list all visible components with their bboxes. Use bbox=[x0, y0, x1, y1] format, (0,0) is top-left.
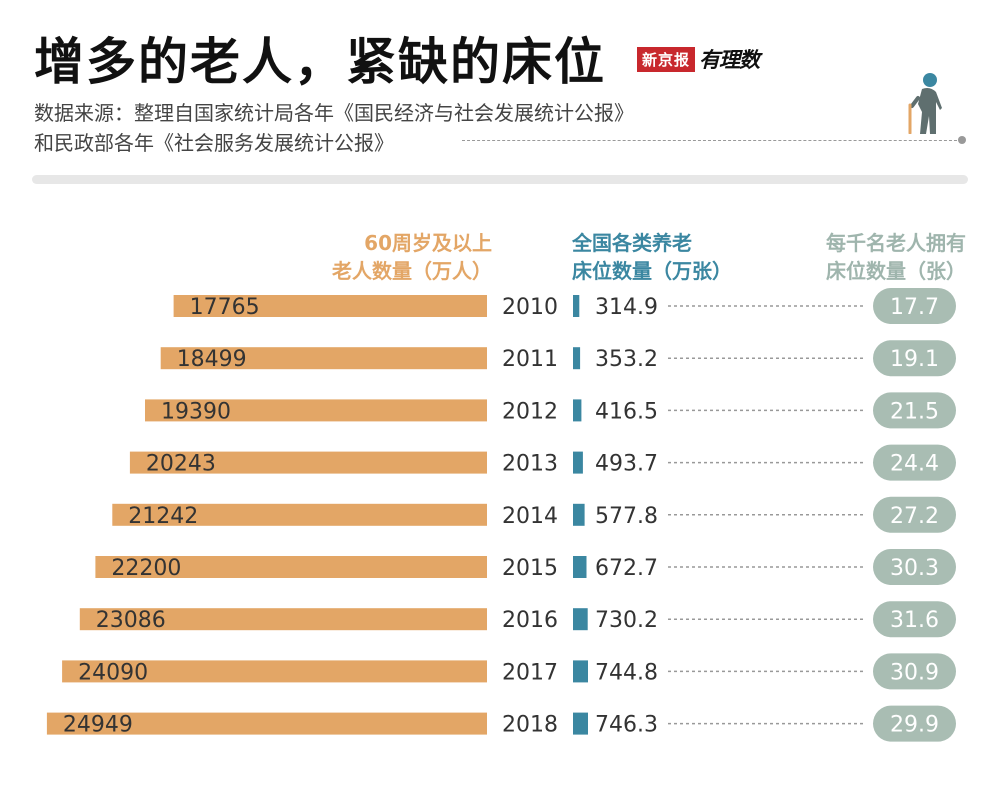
beds-bar bbox=[573, 556, 587, 578]
population-label: 19390 bbox=[161, 399, 231, 424]
beds-header-line-2: 床位数量（万张） bbox=[572, 259, 732, 283]
population-bar bbox=[79, 608, 488, 631]
beds-label: 746.3 bbox=[595, 713, 658, 738]
per-thousand-pill bbox=[873, 288, 956, 324]
header-divider bbox=[32, 175, 968, 184]
section-name: 有理数 bbox=[699, 47, 760, 72]
per-thousand-label: 24.4 bbox=[890, 452, 939, 477]
year-label: 2012 bbox=[502, 399, 558, 424]
per-thousand-column-header: 每千名老人拥有 床位数量（张） bbox=[826, 229, 966, 285]
population-bar bbox=[145, 399, 487, 422]
brand-name: 新京报 bbox=[637, 46, 696, 72]
beds-bar bbox=[573, 660, 588, 683]
population-bar bbox=[62, 660, 487, 683]
population-label: 18499 bbox=[177, 347, 247, 372]
population-column-header: 60周岁及以上 老人数量（万人） bbox=[332, 229, 492, 285]
page-title: 增多的老人，紧缺的床位 bbox=[34, 33, 606, 91]
beds-label: 493.7 bbox=[595, 452, 658, 477]
population-bar bbox=[160, 347, 487, 370]
population-header-line-2: 老人数量（万人） bbox=[332, 259, 492, 283]
population-bar bbox=[46, 712, 488, 735]
population-header-line-1: 60周岁及以上 bbox=[364, 231, 492, 255]
per-thousand-pill bbox=[873, 705, 956, 742]
dotted-divider bbox=[462, 140, 962, 141]
year-label: 2018 bbox=[502, 713, 558, 738]
beds-bar bbox=[573, 712, 588, 735]
year-label: 2010 bbox=[502, 295, 558, 320]
year-label: 2017 bbox=[502, 660, 558, 685]
population-label: 17765 bbox=[190, 295, 260, 320]
population-label: 21242 bbox=[128, 504, 198, 529]
beds-bar bbox=[573, 295, 580, 317]
per-thousand-label: 29.9 bbox=[890, 713, 939, 738]
per-thousand-pill bbox=[873, 340, 956, 377]
dotted-divider-end bbox=[958, 136, 966, 144]
per-thousand-label: 19.1 bbox=[890, 347, 939, 372]
beds-header-line-1: 全国各类养老 bbox=[572, 231, 692, 255]
source-line-1: 数据来源：整理自国家统计局各年《国民经济与社会发展统计公报》 bbox=[34, 101, 634, 125]
data-source: 数据来源：整理自国家统计局各年《国民经济与社会发展统计公报》 和民政部各年《社会… bbox=[34, 98, 634, 158]
source-line-2: 和民政部各年《社会服务发展统计公报》 bbox=[34, 131, 394, 155]
beds-label: 577.8 bbox=[595, 504, 658, 529]
per-thousand-header-line-1: 每千名老人拥有 bbox=[826, 231, 966, 255]
beds-column-header: 全国各类养老 床位数量（万张） bbox=[572, 229, 732, 285]
per-thousand-label: 31.6 bbox=[890, 608, 939, 633]
population-bar bbox=[129, 451, 487, 474]
population-bar bbox=[112, 503, 488, 526]
beds-bar bbox=[573, 503, 585, 526]
beds-label: 744.8 bbox=[595, 660, 658, 685]
year-label: 2014 bbox=[502, 504, 558, 529]
per-thousand-pill bbox=[873, 496, 956, 533]
year-label: 2016 bbox=[502, 608, 558, 633]
brand-logo: 新京报 有理数 bbox=[637, 46, 760, 72]
per-thousand-pill bbox=[873, 444, 956, 481]
beds-label: 314.9 bbox=[595, 295, 658, 320]
population-label: 24090 bbox=[78, 660, 148, 685]
per-thousand-label: 30.9 bbox=[890, 660, 939, 685]
per-thousand-pill bbox=[873, 549, 956, 585]
population-label: 24949 bbox=[63, 713, 133, 738]
beds-label: 353.2 bbox=[595, 347, 658, 372]
per-thousand-label: 30.3 bbox=[890, 556, 939, 581]
beds-label: 672.7 bbox=[595, 556, 658, 581]
population-label: 22200 bbox=[111, 556, 181, 581]
beds-bar bbox=[573, 347, 581, 370]
per-thousand-pill bbox=[873, 653, 956, 690]
per-thousand-header-line-2: 床位数量（张） bbox=[826, 259, 966, 283]
year-label: 2015 bbox=[502, 556, 558, 581]
elderly-person-icon bbox=[908, 73, 942, 134]
beds-bar bbox=[573, 451, 583, 474]
per-thousand-label: 21.5 bbox=[890, 399, 939, 424]
population-label: 20243 bbox=[146, 452, 216, 477]
year-label: 2013 bbox=[502, 452, 558, 477]
beds-label: 730.2 bbox=[595, 608, 658, 633]
beds-bar bbox=[573, 399, 582, 422]
beds-label: 416.5 bbox=[595, 399, 658, 424]
year-label: 2011 bbox=[502, 347, 558, 372]
population-label: 23086 bbox=[96, 608, 166, 633]
per-thousand-label: 17.7 bbox=[890, 295, 939, 320]
beds-bar bbox=[573, 608, 588, 631]
population-bar bbox=[173, 295, 487, 317]
per-thousand-label: 27.2 bbox=[890, 504, 939, 529]
per-thousand-pill bbox=[873, 601, 956, 638]
population-bar bbox=[95, 556, 488, 578]
per-thousand-pill bbox=[873, 392, 956, 429]
